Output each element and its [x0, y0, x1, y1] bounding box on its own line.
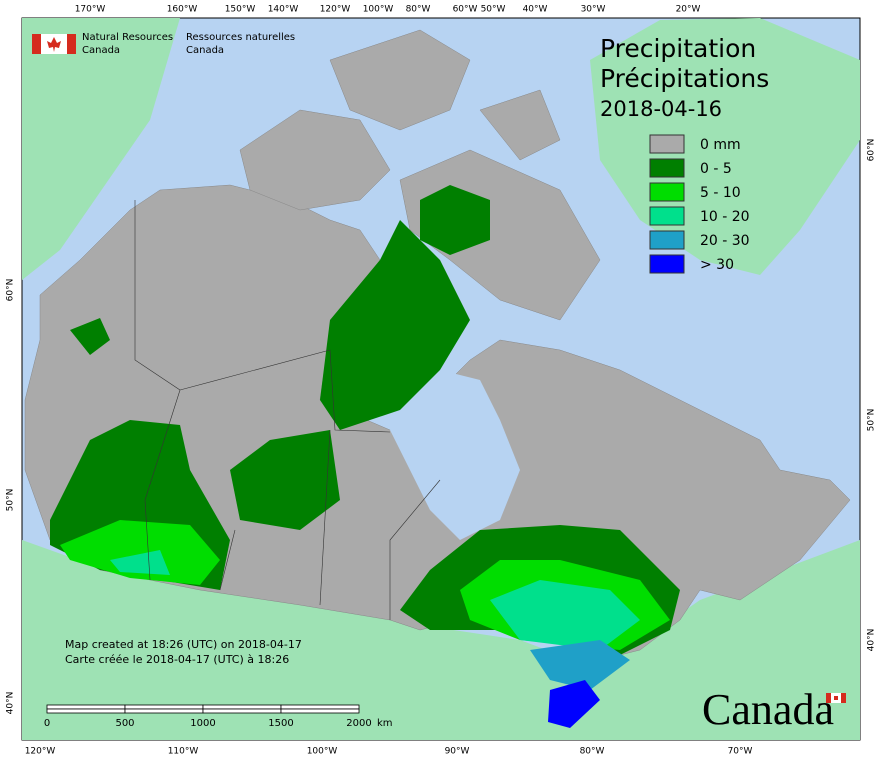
- longitude-label: 150°W: [225, 5, 256, 15]
- scale-bar: 0 500 1000 1500 2000 km: [44, 704, 393, 729]
- agency-fr: Canada: [186, 45, 224, 56]
- wordmark: Canada: [702, 685, 834, 734]
- longitude-label: 110°W: [168, 747, 199, 757]
- scale-label: 0: [44, 718, 50, 729]
- agency-en: Natural Resources: [82, 32, 173, 43]
- longitude-label: 170°W: [75, 5, 106, 15]
- footer-note: Carte créée le 2018-04-17 (UTC) à 18:26: [65, 653, 289, 666]
- legend-swatch: [649, 182, 685, 202]
- legend-swatch: [649, 230, 685, 250]
- longitude-label: 160°W: [167, 5, 198, 15]
- borders: [134, 200, 441, 620]
- title: Precipitation: [600, 34, 756, 63]
- date: 2018-04-16: [600, 97, 722, 121]
- scale-segment: [124, 704, 204, 710]
- legend-label: 10 - 20: [700, 209, 750, 225]
- legend: 0 mm 0 - 5 5 - 10 10 - 20 20 - 30 > 30: [649, 134, 750, 274]
- hudson-bay: [390, 370, 520, 540]
- longitude-label: 40°W: [523, 5, 548, 15]
- scale-label: 500: [115, 718, 134, 729]
- scale-segment: [280, 704, 360, 710]
- scale-segment: [202, 708, 282, 714]
- legend-swatch: [649, 254, 685, 274]
- precipitation-areas: [50, 185, 680, 728]
- scale-unit: km: [377, 718, 393, 729]
- longitude-label: 50°W: [481, 5, 506, 15]
- agency-en: Canada: [82, 45, 120, 56]
- land-background: [22, 18, 860, 740]
- longitude-label: 70°W: [728, 747, 753, 757]
- latitude-label: 40°N: [867, 629, 877, 652]
- scale-label: 1500: [268, 718, 293, 729]
- scale-segment: [202, 704, 282, 710]
- scale-label: 1000: [190, 718, 215, 729]
- scale-label: 2000: [346, 718, 371, 729]
- scale-segment: [46, 708, 126, 714]
- longitude-label: 80°W: [580, 747, 605, 757]
- latitude-label: 40°N: [6, 692, 16, 715]
- nrcan-logo: [32, 34, 76, 54]
- longitude-label: 120°W: [320, 5, 351, 15]
- longitude-label: 30°W: [581, 5, 606, 15]
- scale-segment: [46, 704, 126, 710]
- wordmark-flag: [826, 693, 846, 703]
- longitude-label: 60°W: [453, 5, 478, 15]
- title: Précipitations: [600, 64, 769, 93]
- longitude-label: 100°W: [307, 747, 338, 757]
- legend-label: 20 - 30: [700, 233, 750, 249]
- latitude-label: 60°N: [6, 279, 16, 302]
- latitude-label: 50°N: [867, 409, 877, 432]
- legend-label: 5 - 10: [700, 185, 741, 201]
- agency-fr: Ressources naturelles: [186, 32, 295, 43]
- longitude-label: 120°W: [25, 747, 56, 757]
- scale-segment: [280, 708, 360, 714]
- latitude-label: 60°N: [867, 139, 877, 162]
- longitude-label: 140°W: [268, 5, 299, 15]
- legend-label: > 30: [700, 257, 734, 273]
- legend-label: 0 mm: [700, 137, 741, 153]
- legend-swatch: [649, 206, 685, 226]
- latitude-label: 50°N: [6, 489, 16, 512]
- scale-segment: [124, 708, 204, 714]
- legend-label: 0 - 5: [700, 161, 732, 177]
- longitude-label: 90°W: [445, 747, 470, 757]
- longitude-label: 20°W: [676, 5, 701, 15]
- legend-swatch: [649, 134, 685, 154]
- footer-note: Map created at 18:26 (UTC) on 2018-04-17: [65, 638, 302, 651]
- graticule-labels: 170°W 160°W 150°W 140°W 120°W 100°W 80°W 60°W 50…: [6, 5, 877, 757]
- longitude-label: 100°W: [363, 5, 394, 15]
- longitude-label: 80°W: [406, 5, 431, 15]
- legend-swatch: [649, 158, 685, 178]
